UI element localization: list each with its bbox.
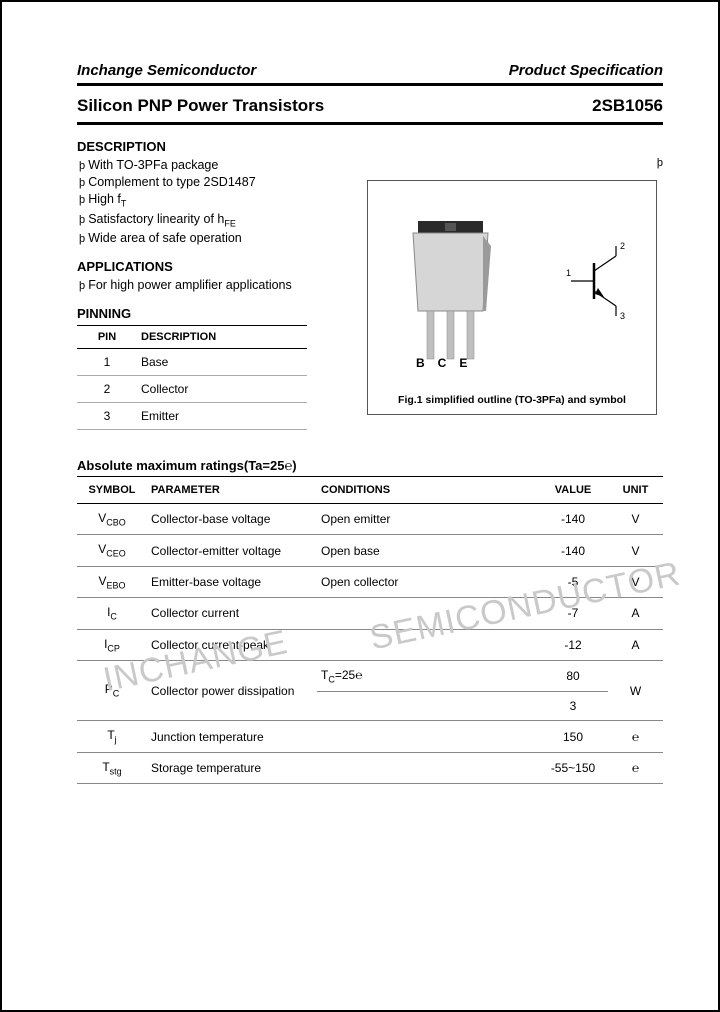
pin-col-header: PIN	[77, 326, 137, 349]
svg-text:1: 1	[566, 268, 571, 278]
svg-text:2: 2	[620, 241, 625, 251]
title-row: Silicon PNP Power Transistors 2SB1056	[77, 96, 663, 116]
table-row: VEBOEmitter-base voltageOpen collector-5…	[77, 566, 663, 597]
table-row: ICPCollector current-peak-12A	[77, 629, 663, 660]
part-number: 2SB1056	[592, 96, 663, 116]
table-row: VCEOCollector-emitter voltageOpen base-1…	[77, 535, 663, 566]
applications-list: For high power amplifier applications	[77, 278, 347, 292]
col-header: VALUE	[538, 477, 608, 504]
description-list: With TO-3PFa package Complement to type …	[77, 158, 347, 245]
desc-item: High fT	[79, 192, 347, 209]
lead-labels: BCE	[416, 356, 480, 370]
app-item: For high power amplifier applications	[79, 278, 347, 292]
desc-item: With TO-3PFa package	[79, 158, 347, 172]
desc-item: Wide area of safe operation	[79, 231, 347, 245]
pin-col-header: DESCRIPTION	[137, 326, 307, 349]
ratings-heading: Absolute maximum ratings(Ta=25℮)	[77, 458, 663, 473]
applications-heading: APPLICATIONS	[77, 259, 347, 274]
table-row: TjJunction temperature150℮	[77, 721, 663, 752]
product-family: Silicon PNP Power Transistors	[77, 96, 324, 116]
figure-box: BCE 1 2 3 Fig.1 simplified outline (TO-3…	[367, 180, 657, 415]
figure-caption: Fig.1 simplified outline (TO-3PFa) and s…	[398, 394, 626, 406]
table-row: TstgStorage temperature-55~150℮	[77, 752, 663, 783]
col-header: UNIT	[608, 477, 663, 504]
col-header: CONDITIONS	[317, 477, 538, 504]
table-row: 2Collector	[77, 376, 307, 403]
page-header: Inchange Semiconductor Product Specifica…	[77, 62, 663, 79]
pinning-table: PIN DESCRIPTION 1Base 2Collector 3Emitte…	[77, 325, 307, 430]
transistor-outline-icon	[403, 216, 498, 366]
description-heading: DESCRIPTION	[77, 139, 347, 154]
transistor-symbol-icon: 1 2 3	[566, 241, 636, 321]
glyph-mark: þ	[657, 157, 663, 169]
col-header: SYMBOL	[77, 477, 147, 504]
table-row: VCBOCollector-base voltageOpen emitter-1…	[77, 504, 663, 535]
table-row: PCCollector power dissipationTC=25℮80W	[77, 660, 663, 691]
doc-type: Product Specification	[509, 62, 663, 79]
table-row: ICCollector current-7A	[77, 598, 663, 629]
ratings-table: SYMBOL PARAMETER CONDITIONS VALUE UNIT V…	[77, 476, 663, 784]
table-row: 3Emitter	[77, 403, 307, 430]
desc-item: Complement to type 2SD1487	[79, 175, 347, 189]
header-rule	[77, 83, 663, 86]
svg-text:3: 3	[620, 311, 625, 321]
pinning-heading: PINNING	[77, 306, 347, 321]
table-row: 1Base	[77, 349, 307, 376]
col-header: PARAMETER	[147, 477, 317, 504]
desc-item: Satisfactory linearity of hFE	[79, 212, 347, 229]
company-name: Inchange Semiconductor	[77, 62, 256, 79]
